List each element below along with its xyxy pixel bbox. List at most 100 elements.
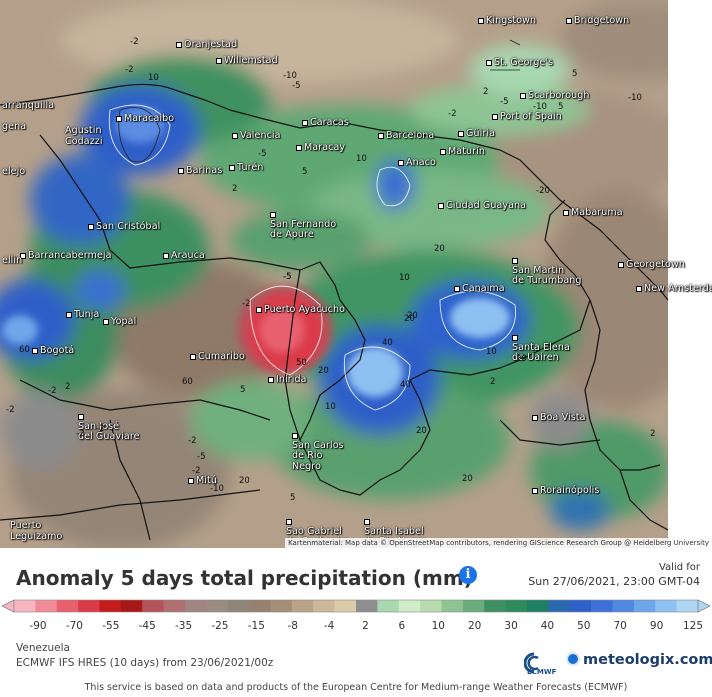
contour-label: 20 [404, 314, 415, 324]
contour-label: 5 [290, 493, 296, 503]
colorbar-tick-label: -15 [247, 620, 265, 632]
colorbar-tick-label: -45 [138, 620, 156, 632]
colorbar-swatch [548, 600, 571, 612]
city-label: San José del Guaviare [78, 412, 140, 442]
contour-label: 20 [462, 474, 473, 484]
city-label: Turén [229, 163, 263, 173]
colorbar-swatch [78, 600, 100, 612]
city-label: Valencia [232, 131, 281, 141]
colorbar-swatch [612, 600, 635, 612]
contour-label: 2 [483, 87, 489, 97]
colorbar-swatch [120, 600, 143, 612]
colorbar-swatch [227, 600, 250, 612]
colorbar-swatch [484, 600, 506, 612]
colorbar-tick-label: 20 [468, 620, 482, 632]
city-label: Cumaribo [190, 352, 245, 362]
colorbar-tick-label: -90 [29, 620, 47, 632]
contour-label: -10 [210, 484, 224, 494]
contour-label: -2 [6, 405, 15, 415]
meteologix-logo-icon [566, 652, 580, 666]
contour-label: -10 [283, 71, 297, 81]
colorbar-tick-label: 40 [540, 620, 555, 632]
contour-label: 40 [382, 338, 393, 348]
contour-label: -20 [536, 186, 550, 196]
contour-label: 5 [572, 69, 578, 79]
map-attribution[interactable]: Kartenmaterial: Map data © OpenStreetMap… [285, 538, 712, 548]
contour-label: 60 [182, 377, 193, 387]
contour-label: 20 [318, 366, 329, 376]
colorbar-tick-label: 2 [362, 620, 369, 632]
colorbar-swatch [633, 600, 656, 612]
precipitation-anomaly-map[interactable]: Kingstown Bridgetown Oranjestad Willemstad S… [0, 0, 712, 548]
region-label: Venezuela [16, 642, 70, 654]
colorbar-tick-label: 10 [431, 620, 445, 632]
contour-label: -2 [188, 436, 197, 446]
colorbar-swatch [163, 600, 186, 612]
city-label: Barrancabermeja [20, 251, 112, 261]
colorbar-swatch [527, 600, 549, 612]
city-label: Rorainópolis [532, 486, 599, 496]
city-label: Güiria [458, 129, 495, 139]
city-label: Arauca [163, 251, 205, 261]
colorbar-swatch [249, 600, 271, 612]
colorbar-swatch [505, 600, 528, 612]
city-label: arranquilla [2, 100, 55, 111]
ecmwf-logo[interactable] [524, 650, 564, 676]
colorbar-swatch [398, 600, 421, 612]
city-label: Puerto Leguizamo [10, 520, 63, 542]
colorbar-tick-label: -25 [211, 620, 229, 632]
city-label: Barinas [178, 166, 222, 176]
city-label: New Amsterdam [636, 284, 712, 294]
legend-panel: Anomaly 5 days total precipitation (mm) … [0, 548, 712, 697]
city-label: San Cristóbal [88, 222, 160, 232]
contour-label: 2 [65, 382, 71, 392]
city-label: Maracaibo [116, 114, 174, 124]
contour-label: 10 [148, 73, 159, 83]
contour-label: 10 [325, 402, 336, 412]
contour-label: -2 [125, 65, 134, 75]
colorbar-arrow-low [1, 599, 15, 613]
contour-label: 10 [399, 273, 410, 283]
contour-label: 2 [232, 184, 238, 194]
contour-label: -5 [500, 97, 509, 107]
contour-label: 20 [416, 426, 427, 436]
contour-label: -2 [96, 424, 105, 434]
colorbar-swatch [291, 600, 314, 612]
meteologix-brand[interactable]: meteologix.com [566, 652, 712, 668]
city-label: Santa Elena de Uairen [512, 333, 570, 363]
info-icon[interactable]: i [459, 566, 477, 584]
colorbar-tick-label: 30 [504, 620, 518, 632]
contour-label: -10 [533, 102, 547, 112]
contour-label: 2 [490, 377, 496, 387]
contour-label: -2 [76, 429, 85, 439]
contour-label: -5 [197, 452, 206, 462]
colorbar-swatch [462, 600, 485, 612]
contour-label: 5 [240, 385, 246, 395]
colorbar-swatch [270, 600, 293, 612]
city-label: Canaima [454, 284, 505, 294]
model-label: ECMWF IFS HRES (10 days) from 23/06/2021… [16, 657, 274, 669]
contour-label: -2 [242, 299, 251, 309]
city-label: Maracay [296, 143, 345, 153]
contour-label: -5 [283, 272, 292, 282]
city-label: Caracas [302, 118, 349, 128]
colorbar-swatch [14, 600, 36, 612]
contour-label: 2 [650, 429, 656, 439]
contour-label: -5 [292, 81, 301, 91]
colorbar-swatch [185, 600, 207, 612]
city-label: Port of Spain [492, 112, 562, 122]
contour-label: 20 [434, 244, 445, 254]
contour-label: 10 [486, 347, 497, 357]
colorbar-swatch [313, 600, 335, 612]
city-label: ellin [2, 255, 23, 266]
colorbar-swatch [35, 600, 58, 612]
valid-for-label: Valid for [658, 562, 700, 573]
city-label: Mitú [188, 476, 217, 486]
colorbar-swatch [420, 600, 442, 612]
colorbar-swatch [655, 600, 677, 612]
city-label: Boa Vista [532, 413, 586, 423]
colorbar-arrow-high [697, 599, 711, 613]
colorbar-tick-label: -35 [175, 620, 193, 632]
contour-label: 20 [407, 311, 418, 321]
city-label: Willemstad [216, 56, 278, 66]
